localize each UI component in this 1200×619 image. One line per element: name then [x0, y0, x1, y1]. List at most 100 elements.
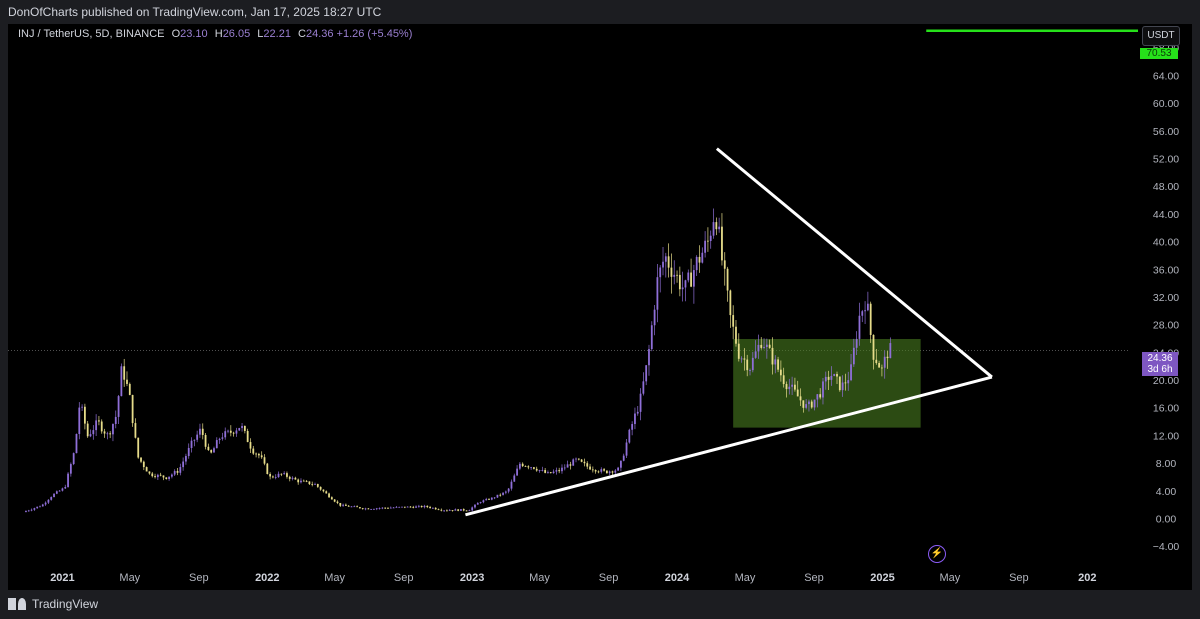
candle-body	[735, 326, 737, 344]
candle-body	[126, 379, 128, 384]
candle-body	[712, 222, 715, 236]
lightning-icon[interactable]: ⚡	[928, 545, 946, 563]
candle-body	[474, 504, 476, 508]
candle-body	[134, 423, 137, 438]
candle-body	[552, 471, 555, 474]
candle-body	[151, 473, 154, 477]
candle-body	[723, 260, 726, 269]
candle-body	[291, 477, 294, 479]
candle-body	[628, 429, 631, 443]
candle-body	[27, 510, 30, 512]
candle-body	[690, 272, 692, 287]
x-tick-label: Sep	[394, 572, 414, 584]
candle-body	[575, 458, 577, 460]
candle-body	[103, 431, 106, 434]
candle-body	[95, 420, 98, 431]
symbol-title: INJ / TetherUS, 5D, BINANCE	[18, 28, 165, 40]
candle-body	[41, 504, 44, 507]
candle-body	[137, 437, 140, 458]
candle-body	[692, 270, 695, 287]
candle-body	[263, 457, 266, 464]
candle-body	[277, 473, 280, 478]
open-value: 23.10	[180, 28, 208, 40]
x-tick-label: 2021	[50, 572, 74, 584]
candle-body	[53, 493, 55, 498]
y-tick-label: 36.00	[1153, 264, 1179, 276]
candle-body	[123, 366, 126, 380]
candle-body	[549, 472, 552, 474]
y-tick-label: 28.00	[1153, 320, 1179, 332]
candle-body	[224, 431, 227, 438]
candle-body	[162, 475, 165, 478]
candle-body	[476, 503, 479, 505]
candle-body	[631, 424, 634, 430]
candle-body	[280, 473, 283, 475]
price-chart[interactable]: 68.0064.0060.0056.0052.0048.0044.0040.00…	[8, 24, 1192, 590]
candle-body	[434, 507, 437, 510]
candle-body	[417, 505, 420, 507]
candle-body	[482, 500, 485, 503]
candle-body	[869, 303, 872, 335]
candle-body	[813, 399, 816, 408]
candle-body	[381, 507, 384, 509]
candle-body	[732, 315, 735, 327]
symbol-legend[interactable]: INJ / TetherUS, 5D, BINANCE O23.10 H26.0…	[18, 28, 412, 40]
candle-body	[384, 507, 387, 509]
candle-body	[653, 309, 656, 326]
candle-body	[218, 438, 221, 441]
candle-body	[493, 497, 496, 499]
candle-body	[403, 506, 406, 508]
candle-body	[872, 334, 875, 360]
candle-body	[83, 406, 86, 424]
candle-body	[530, 467, 533, 469]
candle-body	[156, 474, 159, 478]
candle-body	[875, 359, 878, 364]
candle-body	[179, 467, 182, 473]
candle-body	[620, 460, 622, 468]
y-tick-label: 20.00	[1153, 375, 1179, 387]
candle-body	[117, 396, 120, 417]
candle-body	[816, 394, 819, 400]
candle-body	[33, 508, 36, 510]
candle-body	[737, 343, 740, 359]
support-zone	[733, 339, 921, 428]
candle-body	[499, 494, 502, 496]
candle-body	[398, 506, 401, 508]
candle-body	[109, 433, 112, 435]
candle-body	[462, 509, 465, 511]
grid-layer	[8, 29, 1138, 351]
x-tick-label: 2023	[460, 572, 484, 584]
candle-body	[333, 499, 336, 502]
candle-body	[58, 490, 61, 492]
currency-button[interactable]: USDT	[1142, 26, 1180, 46]
chart-area[interactable]: 68.0064.0060.0056.0052.0048.0044.0040.00…	[8, 24, 1192, 590]
candle-body	[350, 506, 353, 508]
candle-body	[749, 370, 751, 371]
candle-body	[187, 447, 190, 457]
candle-body	[255, 453, 257, 455]
y-tick-label: 8.00	[1156, 458, 1177, 470]
candle-body	[173, 471, 176, 475]
candle-body	[412, 506, 415, 508]
candle-body	[535, 468, 538, 471]
candle-body	[131, 394, 134, 424]
y-tick-label: 16.00	[1153, 403, 1179, 415]
candle-body	[858, 315, 861, 339]
candle-body	[314, 484, 316, 485]
candle-body	[721, 226, 723, 261]
candle-body	[791, 384, 794, 387]
candle-body	[145, 467, 148, 472]
candle-body	[709, 235, 712, 241]
candle-body	[168, 476, 170, 480]
candle-body	[227, 430, 229, 432]
candle-body	[325, 491, 328, 494]
candle-body	[824, 376, 827, 382]
candle-body	[667, 256, 670, 268]
x-tick-label: 2025	[870, 572, 894, 584]
candle-body	[855, 338, 858, 348]
close-label: C	[298, 28, 306, 40]
candle-body	[359, 507, 361, 509]
x-tick-label: Sep	[189, 572, 209, 584]
candle-body	[757, 344, 760, 352]
candle-body	[650, 325, 653, 350]
